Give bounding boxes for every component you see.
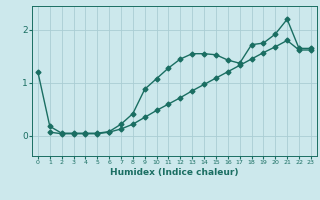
- X-axis label: Humidex (Indice chaleur): Humidex (Indice chaleur): [110, 168, 239, 177]
